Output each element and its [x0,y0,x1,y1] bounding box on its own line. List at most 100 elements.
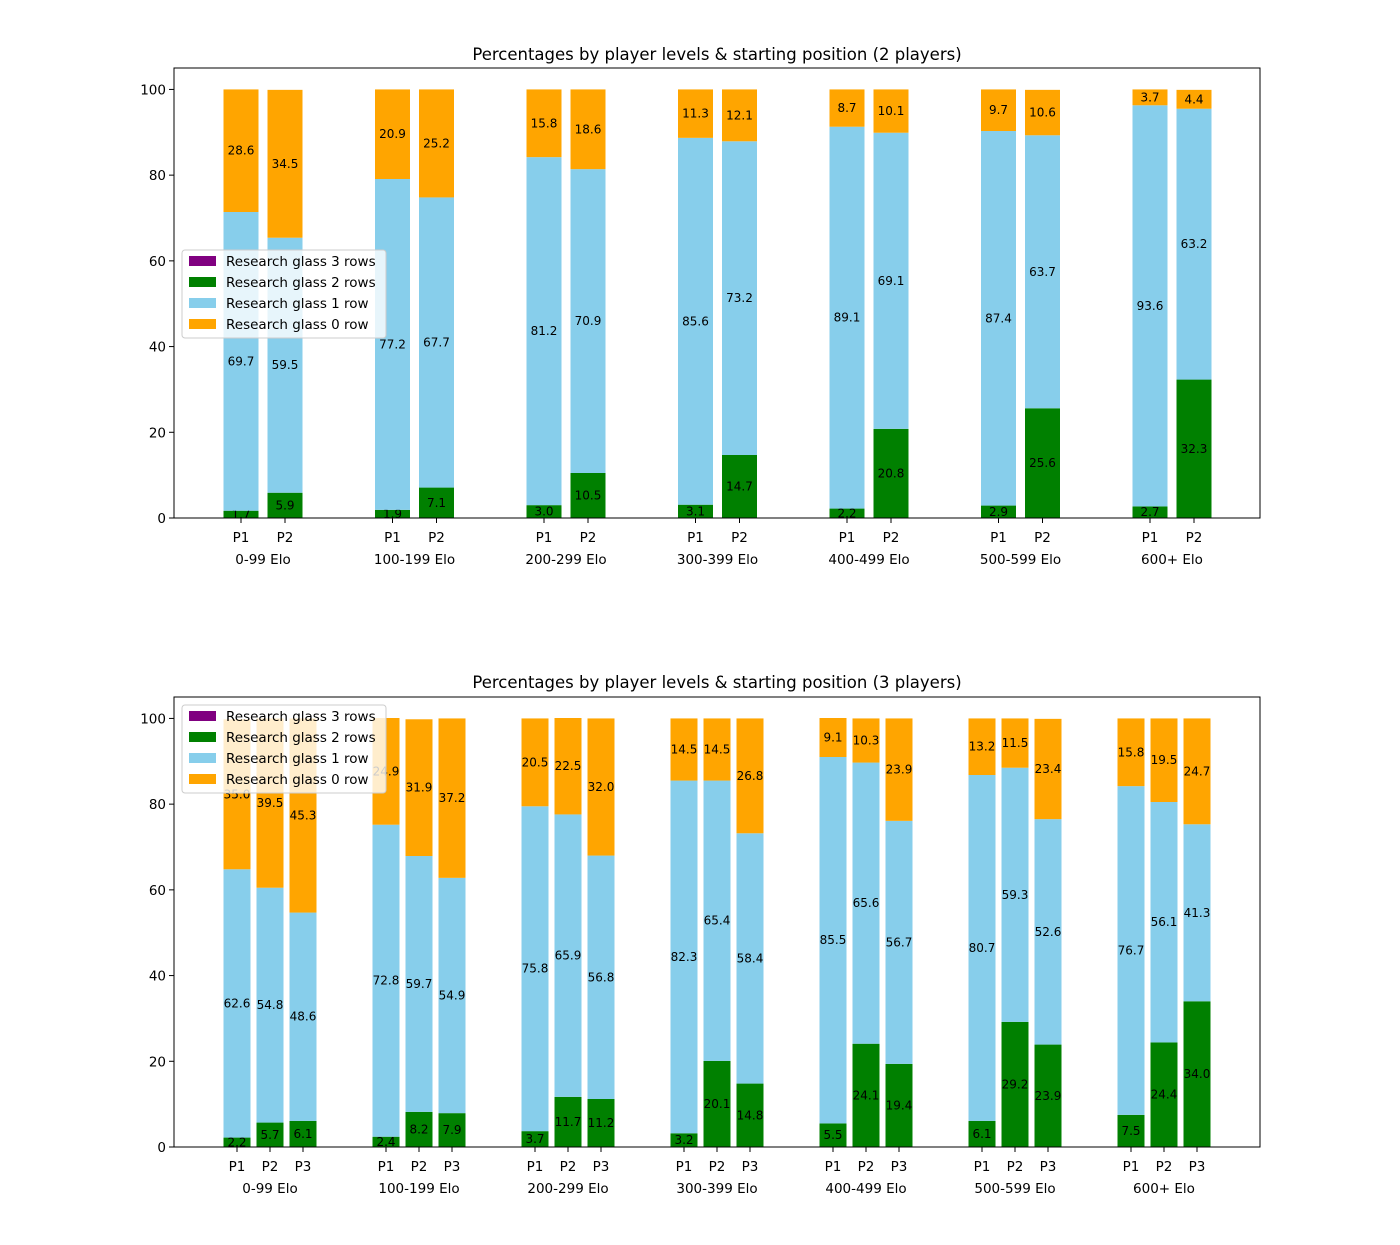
group-label: 100-199 Elo [378,1181,459,1197]
bar-segment [1001,1021,1029,1147]
y-tick-label: 100 [140,82,166,98]
bar-value-label: 14.5 [671,743,698,757]
bar-segment [1150,1042,1178,1147]
bar-segment [375,89,410,179]
position-label: P1 [384,530,401,546]
bar-segment [1183,718,1211,825]
bar-value-label: 63.7 [1029,265,1056,279]
bar-segment [570,169,606,473]
bar-value-label: 34.0 [1184,1067,1211,1081]
chart-panel-2-players: Percentages by player levels & starting … [140,45,1261,568]
bar-value-label: 9.1 [823,731,842,745]
legend-swatch [189,774,216,784]
bar-value-label: 87.4 [985,311,1012,325]
bar-segment [829,126,865,509]
bar-value-label: 69.1 [878,274,905,288]
bar-value-label: 82.3 [671,950,698,964]
bar-segment [405,719,433,856]
legend-swatch [189,732,216,742]
bar-value-label: 11.5 [1002,736,1029,750]
bar-segment [256,1122,284,1147]
bar-segment [885,718,913,821]
bar-value-label: 15.8 [1118,745,1145,759]
legend-label: Research glass 0 row [226,772,369,788]
position-label: P3 [742,1159,759,1175]
bar-segment [1132,506,1168,518]
y-axis: 0 20 40 60 80 100 [140,82,174,527]
legend-label: Research glass 3 rows [226,254,376,270]
position-label: P1 [527,1159,544,1175]
bar-value-label: 67.7 [423,336,450,350]
bar-segment [1117,786,1145,1115]
bar-value-label: 2.2 [837,506,856,520]
bar-value-label: 8.2 [409,1122,428,1136]
bar-segment [670,780,698,1134]
bar-value-label: 48.6 [290,1010,317,1024]
bar-segment [438,1113,466,1147]
group-label: 500-599 Elo [974,1181,1055,1197]
bar-value-label: 54.9 [439,989,466,1003]
bar-segment [873,89,909,133]
position-label: P3 [295,1159,312,1175]
bar-value-label: 11.2 [588,1116,615,1130]
bar-value-label: 70.9 [575,314,602,328]
bar-value-label: 10.1 [878,104,905,118]
position-label: P3 [593,1159,610,1175]
bar-stack-area: 1.769.728.65.959.534.51.977.220.97.167.7… [223,89,1212,521]
legend: Research glass 3 rows Research glass 2 ro… [181,249,387,339]
position-label: P2 [262,1159,279,1175]
bar-value-label: 10.6 [1029,106,1056,120]
legend-label: Research glass 2 rows [226,275,376,291]
legend-swatch [189,277,216,287]
chart-panel-3-players: Percentages by player levels & starting … [140,673,1261,1197]
bar-segment [521,1131,549,1147]
bar-segment [1150,718,1178,802]
bar-value-label: 59.5 [272,358,299,372]
bar-segment [587,1099,615,1147]
y-tick-label: 60 [149,254,166,270]
position-label: P2 [858,1159,875,1175]
position-label: P2 [411,1159,428,1175]
position-label: P1 [229,1159,246,1175]
bar-segment [521,718,549,807]
bar-value-label: 54.8 [257,998,284,1012]
bar-segment [1034,718,1062,820]
y-tick-label: 80 [149,168,166,184]
bar-value-label: 12.1 [726,108,753,122]
bar-segment [1183,1001,1211,1147]
bar-segment [829,508,865,518]
bar-segment [372,824,400,1137]
bar-value-label: 18.6 [575,122,602,136]
bar-value-label: 20.5 [522,755,549,769]
chart-title: Percentages by player levels & starting … [472,45,961,64]
bar-value-label: 9.7 [989,103,1008,117]
bar-value-label: 8.7 [837,101,856,115]
position-label: P1 [825,1159,842,1175]
bar-value-label: 65.6 [853,896,880,910]
bar-value-label: 65.9 [555,949,582,963]
bar-segment [736,718,764,834]
position-label: P1 [1142,530,1159,546]
bar-segment [873,132,909,429]
bar-segment [819,1123,847,1147]
bar-value-label: 5.5 [823,1128,842,1142]
position-label: P2 [428,530,445,546]
x-axis: P1 P2 P3 0-99 Elo P1 P2 P3 100-199 Elo P1 P2 P3 200… [229,1147,1205,1197]
y-tick-label: 40 [149,340,166,356]
bar-segment [722,141,757,456]
bar-segment [703,718,731,781]
bar-segment [1001,767,1029,1022]
y-axis: 0 20 40 60 80 100 [140,711,174,1156]
group-label: 500-599 Elo [980,552,1061,568]
bar-value-label: 5.7 [260,1128,279,1142]
bar-value-label: 34.5 [272,157,299,171]
bar-segment [526,157,562,506]
group-label: 400-499 Elo [828,552,909,568]
bar-value-label: 23.4 [1035,762,1062,776]
bar-value-label: 6.1 [972,1127,991,1141]
bar-value-label: 2.2 [227,1135,246,1149]
bar-value-label: 1.9 [383,507,402,521]
bar-segment [1034,1044,1062,1147]
group-label: 0-99 Elo [235,552,290,568]
bar-segment [587,718,615,856]
